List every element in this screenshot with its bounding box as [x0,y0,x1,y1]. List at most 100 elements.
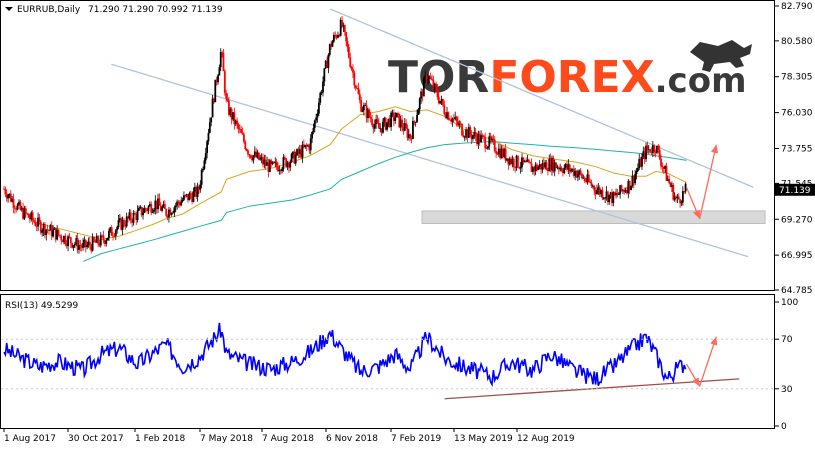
candle [150,201,153,216]
candle [233,107,236,130]
candle-body [222,52,225,72]
candle [662,166,665,174]
candle [20,205,23,212]
candle-body [139,206,142,209]
candle-body [572,168,575,176]
candle [421,88,424,102]
candle-body [442,99,444,106]
candle-body [523,160,526,163]
candle [7,193,9,203]
candle [578,169,581,180]
candle-body [163,204,166,210]
candle [98,239,101,248]
candle-body [660,158,662,167]
candle [676,193,679,204]
candle [350,65,353,71]
candle-body [482,135,485,138]
candle [484,132,487,153]
candle-body [278,169,281,172]
candle [521,153,523,173]
candle [154,195,157,215]
candle [249,154,252,159]
candle-body [673,196,676,200]
candle [621,189,624,195]
candle [576,169,579,182]
candle [287,161,290,173]
candle [142,207,144,220]
candle-body [574,170,577,176]
candle [57,229,60,237]
candle-body [91,236,94,251]
candle-body [153,209,155,212]
candle-body [354,85,357,89]
candle [675,194,677,203]
candle-body [60,235,63,241]
candle [271,161,274,166]
candle [30,210,33,222]
candle [424,70,427,83]
candle [585,177,587,184]
candle [236,117,238,129]
candle [162,200,165,209]
candle [653,144,656,157]
candle [281,167,283,174]
candle [458,120,461,130]
candle-body [148,204,151,207]
candle [14,205,16,214]
ohlc-readout: 71.290 71.290 70.992 71.139 [88,5,223,15]
candle [178,200,181,208]
candle [37,212,39,232]
time-tick-label: 6 Nov 2018 [326,434,378,444]
candle-body [39,221,42,233]
candle-body [236,120,238,125]
candle-body [510,158,512,164]
candle [97,235,99,248]
candle-body [63,235,65,243]
candle-body [470,134,473,139]
candle-body [127,216,129,219]
candle-body [560,167,563,171]
candle-body [169,209,172,215]
candle-body [491,138,493,141]
candle-body [416,115,418,123]
candle-body [255,151,258,158]
candle [517,155,519,169]
candle-body [135,214,138,221]
candle [402,123,405,135]
candle-body [477,133,480,145]
candle-body [375,119,378,124]
candle-body [332,35,335,42]
candle [273,161,275,164]
candle [244,139,247,151]
candle-body [361,110,364,112]
candle [638,153,641,171]
candle-body [221,52,224,53]
candle [559,163,562,172]
candle [73,241,76,249]
candle [200,168,203,189]
candle [65,239,68,249]
candle-body [605,191,608,198]
candle [79,239,82,252]
rsi-arrow-1-shaft [699,336,717,387]
candle [512,156,515,171]
candle-body [666,179,669,181]
candle [263,154,266,169]
candle-body [275,161,278,167]
candle [570,167,572,174]
candle-body [245,149,248,151]
candle-body [35,225,38,227]
candle-body [466,129,469,138]
candle-body [621,189,624,191]
candle-body [101,235,104,237]
forecast-arrow-0-head [693,209,700,219]
candle [391,109,394,118]
candle [158,193,161,206]
candle [290,152,293,163]
candle-body [86,245,89,248]
candle [331,39,334,47]
candle-body [192,191,195,202]
candle [264,154,267,170]
candle [124,220,127,230]
candle-body [489,136,492,141]
